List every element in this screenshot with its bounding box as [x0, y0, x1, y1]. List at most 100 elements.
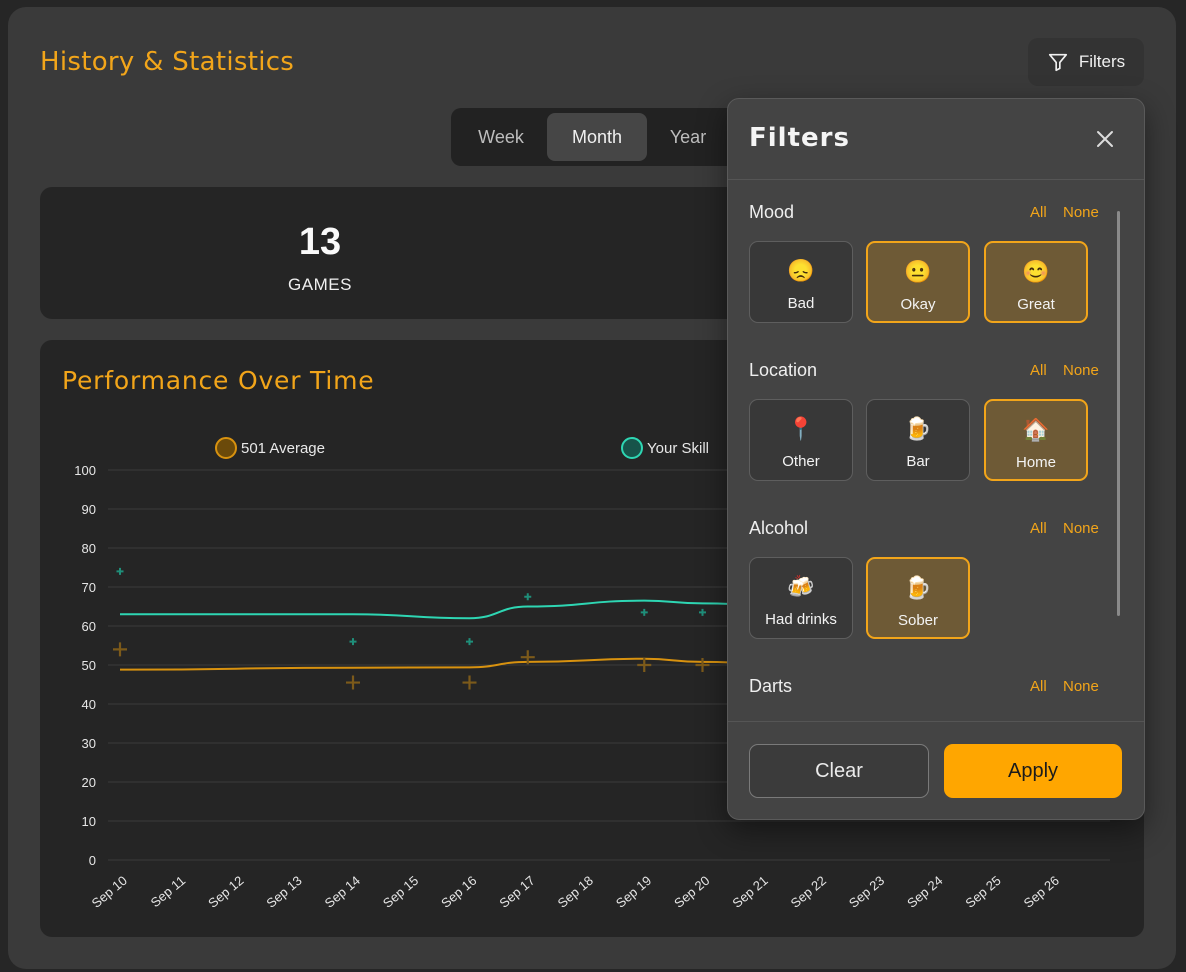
filter-option-sober[interactable]: 🍺 Sober — [866, 557, 970, 639]
filters-panel-title: Filters — [749, 123, 850, 153]
select-all-mood[interactable]: All — [1030, 204, 1047, 221]
section-title-mood: Mood — [749, 202, 795, 222]
x-tick-label: Sep 14 — [322, 873, 363, 911]
data-point — [637, 658, 652, 672]
data-point — [699, 608, 706, 616]
smile-face-icon: 😊 — [1022, 259, 1050, 284]
data-point — [524, 593, 532, 601]
x-tick-label: Sep 21 — [729, 873, 770, 911]
data-point — [520, 650, 535, 665]
x-tick-label: Sep 16 — [438, 873, 479, 911]
filter-option-bar[interactable]: 🍺 Bar — [866, 399, 970, 481]
close-icon[interactable] — [1092, 126, 1118, 152]
y-tick-label: 50 — [82, 658, 96, 673]
data-point — [349, 638, 357, 646]
x-tick-label: Sep 24 — [904, 873, 945, 911]
y-tick-label: 100 — [74, 463, 96, 478]
y-tick-label: 40 — [82, 697, 96, 712]
x-tick-label: Sep 13 — [263, 873, 304, 911]
filter-option-okay[interactable]: 😐 Okay — [866, 241, 970, 323]
legend-label: Your Skill — [647, 440, 709, 457]
x-tick-label: Sep 11 — [148, 873, 188, 910]
legend-swatch — [215, 437, 237, 459]
x-tick-label: Sep 20 — [671, 873, 712, 911]
y-tick-label: 60 — [82, 619, 96, 634]
x-tick-label: Sep 17 — [496, 873, 537, 911]
pin-icon: 📍 — [787, 416, 815, 441]
apply-button[interactable]: Apply — [944, 744, 1122, 798]
filter-option-great[interactable]: 😊 Great — [984, 241, 1088, 323]
beer-mug-icon: 🍺 — [904, 416, 932, 441]
select-none-location[interactable]: None — [1063, 362, 1099, 379]
series-line — [119, 657, 761, 671]
data-point — [113, 642, 127, 657]
select-none-mood[interactable]: None — [1063, 204, 1099, 221]
filters-panel-footer: Clear Apply — [728, 721, 1144, 819]
data-point — [695, 658, 710, 672]
tab-week[interactable]: Week — [478, 126, 524, 147]
y-tick-label: 30 — [82, 736, 96, 751]
x-tick-label: Sep 10 — [89, 873, 130, 911]
filter-option-label: Other — [782, 453, 820, 470]
y-tick-label: 0 — [89, 853, 96, 868]
select-none-alcohol[interactable]: None — [1063, 520, 1099, 537]
data-point — [346, 675, 360, 690]
section-title-darts: Darts — [749, 676, 793, 696]
filter-icon — [1048, 53, 1067, 72]
x-tick-label: Sep 18 — [555, 873, 596, 911]
section-title-location: Location — [749, 360, 818, 380]
data-point — [462, 675, 477, 690]
select-all-location[interactable]: All — [1030, 362, 1047, 379]
select-none-darts[interactable]: None — [1063, 678, 1099, 695]
x-tick-label: Sep 19 — [613, 873, 654, 911]
clinking-beers-icon: 🍻 — [787, 574, 815, 599]
series-line — [120, 599, 761, 620]
x-tick-label: Sep 22 — [788, 873, 829, 911]
y-tick-label: 80 — [82, 541, 96, 556]
data-point — [640, 608, 648, 616]
data-point — [466, 638, 473, 646]
filters-panel-header: Filters — [728, 99, 1144, 180]
x-tick-label: Sep 26 — [1021, 873, 1062, 911]
filters-button[interactable]: Filters — [1028, 38, 1144, 86]
filter-option-label: Home — [1015, 454, 1056, 471]
filter-option-label: Had drinks — [765, 611, 837, 628]
filter-option-label: Great — [1017, 296, 1055, 313]
filter-option-other[interactable]: 📍 Other — [749, 399, 853, 481]
tab-year[interactable]: Year — [669, 126, 707, 147]
filter-option-label: Okay — [900, 296, 936, 313]
legend-label: 501 Average — [241, 440, 325, 457]
legend-swatch — [621, 437, 643, 459]
period-selector: Week Month Year — [451, 108, 751, 166]
y-tick-label: 20 — [82, 775, 96, 790]
y-tick-label: 70 — [82, 580, 96, 595]
x-tick-label: Sep 12 — [205, 873, 246, 911]
filter-option-bad[interactable]: 😞 Bad — [749, 241, 853, 323]
select-all-darts[interactable]: All — [1030, 678, 1047, 695]
tab-month[interactable]: Month — [547, 113, 647, 161]
filter-option-label: Bad — [787, 295, 815, 312]
y-tick-label: 10 — [82, 814, 96, 829]
select-all-alcohol[interactable]: All — [1030, 520, 1047, 537]
neutral-face-icon: 😐 — [904, 259, 932, 284]
filter-option-label: Bar — [906, 453, 930, 470]
beer-mug-icon: 🍺 — [904, 575, 932, 600]
filters-panel: Filters Mood All None 😞 Bad 😐 Okay 😊 Great Locati… — [727, 98, 1145, 820]
y-tick-label: 90 — [82, 502, 96, 517]
games-label: GAMES — [288, 275, 352, 294]
x-tick-label: Sep 23 — [846, 873, 887, 911]
data-point — [116, 567, 124, 575]
filter-option-had-drinks[interactable]: 🍻 Had drinks — [749, 557, 853, 639]
x-tick-label: Sep 25 — [962, 873, 1003, 911]
panel-scrollbar[interactable] — [1117, 211, 1120, 616]
section-title-alcohol: Alcohol — [749, 518, 809, 538]
filter-option-label: Sober — [897, 612, 939, 629]
filter-option-home[interactable]: 🏠 Home — [984, 399, 1088, 481]
house-icon: 🏠 — [1022, 417, 1050, 442]
chart-title: Performance Over Time — [62, 366, 375, 395]
clear-button[interactable]: Clear — [749, 744, 929, 798]
sad-face-icon: 😞 — [787, 258, 815, 283]
performance-chart: 0 10 20 30 40 50 60 70 80 90 100 Sep 10 Sep 11 Sep 12… — [74, 437, 1110, 911]
x-tick-label: Sep 15 — [380, 873, 421, 911]
filters-button-label: Filters — [1078, 52, 1126, 71]
